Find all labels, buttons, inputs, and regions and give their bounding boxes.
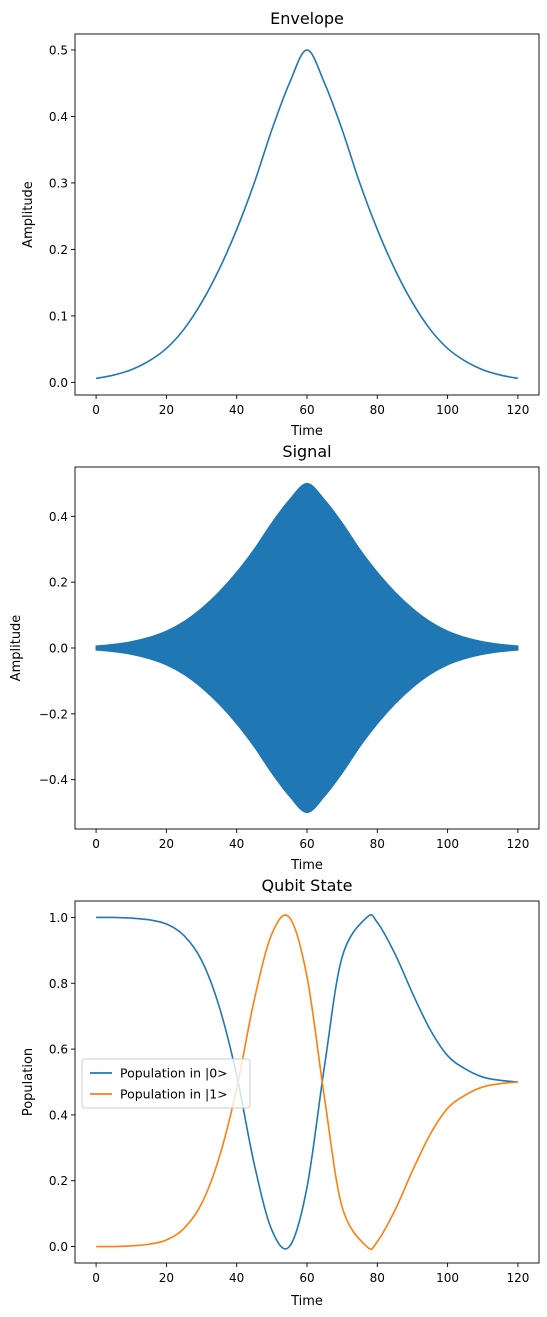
x-tick-label: 60 — [299, 837, 314, 851]
x-axis-label: Time — [290, 1294, 323, 1309]
chart-2: Signal 0 20 40 60 80 100 120 −0.4 −0.2 0.0 0.2 0.4 Ti… — [9, 442, 540, 873]
legend: Population in |0> Population in |1> — [81, 1058, 251, 1109]
y-tick-label: 0.3 — [49, 176, 68, 190]
series-line-1 — [96, 914, 518, 1250]
x-axis-label: Time — [290, 424, 323, 439]
legend-label: Population in |0> — [120, 1066, 228, 1081]
chart-3: Qubit State 0 20 40 60 80 100 120 0.0 0.2 0.4 0.6 0.… — [21, 876, 540, 1309]
y-tick-label: 0.4 — [49, 1108, 68, 1122]
chart-title: Qubit State — [261, 876, 352, 895]
y-tick-label: 0.4 — [49, 110, 68, 124]
y-axis-label: Amplitude — [21, 181, 36, 248]
x-tick-label: 120 — [506, 403, 529, 417]
y-tick-label: 0.0 — [49, 1240, 68, 1254]
x-tick-label: 100 — [436, 837, 459, 851]
x-tick-label: 80 — [370, 403, 385, 417]
axes-frame — [74, 33, 540, 396]
x-tick-label: 120 — [506, 837, 529, 851]
x-tick-label: 40 — [229, 1271, 244, 1285]
y-axis-label: Population — [21, 1048, 36, 1116]
x-tick-label: 40 — [229, 403, 244, 417]
x-tick-label: 0 — [92, 837, 100, 851]
y-tick-label: 0.5 — [49, 43, 68, 57]
y-tick-label: 0.0 — [49, 642, 68, 656]
signal-fill — [95, 482, 519, 814]
x-tick-label: 80 — [370, 837, 385, 851]
series-line-1 — [95, 49, 519, 380]
x-tick-label: 60 — [299, 1271, 314, 1285]
y-tick-label: 0.2 — [49, 243, 68, 257]
x-tick-label: 80 — [370, 1271, 385, 1285]
x-tick-label: 20 — [159, 837, 174, 851]
chart-title: Signal — [282, 442, 331, 461]
y-tick-label: 0.4 — [49, 510, 68, 524]
y-tick-label: 0.6 — [49, 1043, 68, 1057]
y-tick-label: 1.0 — [49, 911, 68, 925]
chart-title: Envelope — [270, 9, 344, 28]
x-tick-label: 0 — [92, 403, 100, 417]
x-tick-label: 20 — [159, 403, 174, 417]
x-tick-label: 60 — [299, 403, 314, 417]
y-tick-label: −0.4 — [39, 773, 68, 787]
x-tick-label: 40 — [229, 837, 244, 851]
x-tick-label: 0 — [92, 1271, 100, 1285]
series-line-2 — [96, 914, 518, 1250]
y-tick-label: 0.2 — [49, 1174, 68, 1188]
legend-box — [81, 1058, 251, 1109]
y-axis-label: Amplitude — [9, 615, 24, 682]
y-tick-label: −0.2 — [39, 707, 68, 721]
x-axis-label: Time — [290, 858, 323, 873]
y-tick-label: 0.8 — [49, 977, 68, 991]
x-tick-label: 100 — [436, 1271, 459, 1285]
chart-1: Envelope 0 20 40 60 80 100 120 0.0 0.1 0.2 0.3 0.4 0.… — [21, 9, 540, 439]
x-tick-label: 20 — [159, 1271, 174, 1285]
y-tick-label: 0.2 — [49, 576, 68, 590]
y-tick-label: 0.1 — [49, 309, 68, 323]
legend-label: Population in |1> — [120, 1087, 228, 1102]
y-tick-label: 0.0 — [49, 376, 68, 390]
x-tick-label: 120 — [506, 1271, 529, 1285]
x-tick-label: 100 — [436, 403, 459, 417]
